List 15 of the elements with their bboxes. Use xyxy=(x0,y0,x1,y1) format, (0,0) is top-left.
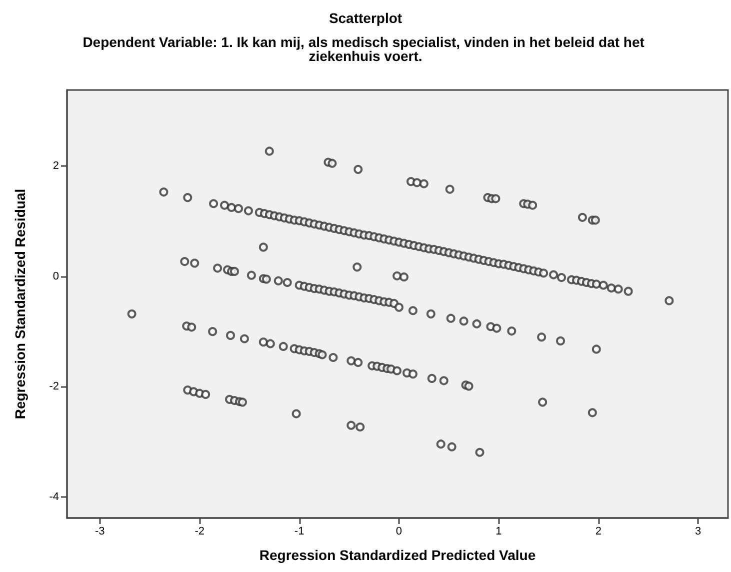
y-tick-label: 0 xyxy=(52,270,59,282)
y-tick-label: 2 xyxy=(52,160,59,172)
x-tick-label: -3 xyxy=(95,526,105,538)
x-tick-label: -2 xyxy=(194,526,204,538)
x-tick-label: 1 xyxy=(496,526,502,538)
y-tick-label: -2 xyxy=(49,380,59,393)
y-axis-title: Regression Standardized Residual xyxy=(12,188,28,420)
y-tick-label: -4 xyxy=(49,491,59,504)
x-tick-label: 0 xyxy=(396,526,402,538)
x-tick-label: 2 xyxy=(595,526,602,538)
chart-subtitle: Dependent Variable: 1. Ik kan mij, als medisch specialist, vinden in het beleid dat het ziekenhuis voert. xyxy=(82,34,648,64)
x-axis-title: Regression Standardized Predicted Value xyxy=(259,547,536,563)
x-tick-label: -1 xyxy=(294,526,304,538)
chart-title: Scatterplot xyxy=(328,10,402,26)
x-tick-label: 3 xyxy=(695,526,702,538)
